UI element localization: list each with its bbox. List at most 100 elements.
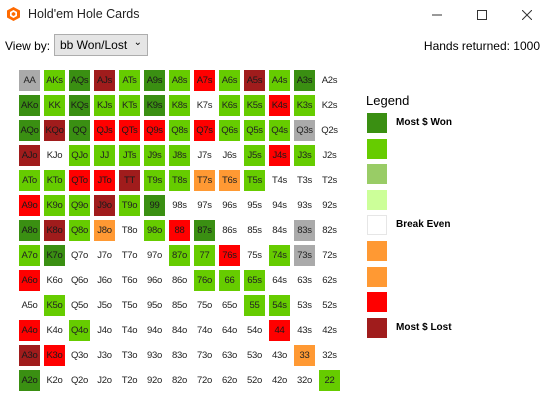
hand-cell-K6o[interactable]: K6o (44, 270, 65, 291)
hand-cell-85o[interactable]: 85o (169, 295, 190, 316)
hand-cell-KQo[interactable]: KQo (44, 120, 65, 141)
hand-cell-92o[interactable]: 92o (144, 370, 165, 391)
hand-cell-KJo[interactable]: KJo (44, 145, 65, 166)
hand-cell-97s[interactable]: 97s (194, 195, 215, 216)
hand-cell-T4s[interactable]: T4s (269, 170, 290, 191)
hand-cell-T2o[interactable]: T2o (119, 370, 140, 391)
hand-cell-T9s[interactable]: T9s (144, 170, 165, 191)
hand-cell-QQ[interactable]: QQ (69, 120, 90, 141)
hand-cell-63s[interactable]: 63s (294, 270, 315, 291)
hand-cell-83o[interactable]: 83o (169, 345, 190, 366)
hand-cell-A3s[interactable]: A3s (294, 70, 315, 91)
hand-cell-Q9s[interactable]: Q9s (144, 120, 165, 141)
hand-cell-K8o[interactable]: K8o (44, 220, 65, 241)
hand-cell-Q8o[interactable]: Q8o (69, 220, 90, 241)
hand-cell-AJs[interactable]: AJs (94, 70, 115, 91)
hand-cell-94o[interactable]: 94o (144, 320, 165, 341)
hand-cell-AQo[interactable]: AQo (19, 120, 40, 141)
hand-cell-K7s[interactable]: K7s (194, 95, 215, 116)
hand-cell-97o[interactable]: 97o (144, 245, 165, 266)
hand-cell-QTs[interactable]: QTs (119, 120, 140, 141)
hand-cell-Q3s[interactable]: Q3s (294, 120, 315, 141)
hand-cell-J8s[interactable]: J8s (169, 145, 190, 166)
hand-cell-A5s[interactable]: A5s (244, 70, 265, 91)
hand-cell-62s[interactable]: 62s (319, 270, 340, 291)
hand-cell-A2s[interactable]: A2s (319, 70, 340, 91)
hand-cell-Q4o[interactable]: Q4o (69, 320, 90, 341)
hand-cell-73o[interactable]: 73o (194, 345, 215, 366)
hand-cell-77[interactable]: 77 (194, 245, 215, 266)
close-button[interactable] (504, 0, 549, 30)
hand-cell-JJ[interactable]: JJ (94, 145, 115, 166)
hand-cell-AJo[interactable]: AJo (19, 145, 40, 166)
hand-cell-QJs[interactable]: QJs (94, 120, 115, 141)
hand-cell-JTo[interactable]: JTo (94, 170, 115, 191)
hand-cell-74o[interactable]: 74o (194, 320, 215, 341)
hand-cell-ATs[interactable]: ATs (119, 70, 140, 91)
hand-cell-KTo[interactable]: KTo (44, 170, 65, 191)
hand-cell-AKs[interactable]: AKs (44, 70, 65, 91)
hand-cell-A4s[interactable]: A4s (269, 70, 290, 91)
hand-cell-A8s[interactable]: A8s (169, 70, 190, 91)
hand-cell-42s[interactable]: 42s (319, 320, 340, 341)
hand-cell-T3s[interactable]: T3s (294, 170, 315, 191)
hand-cell-64o[interactable]: 64o (219, 320, 240, 341)
hand-cell-A5o[interactable]: A5o (19, 295, 40, 316)
hand-cell-Q8s[interactable]: Q8s (169, 120, 190, 141)
hand-cell-53s[interactable]: 53s (294, 295, 315, 316)
hand-cell-96o[interactable]: 96o (144, 270, 165, 291)
hand-cell-22[interactable]: 22 (319, 370, 340, 391)
hand-cell-99[interactable]: 99 (144, 195, 165, 216)
hand-cell-QTo[interactable]: QTo (69, 170, 90, 191)
hand-cell-Q6s[interactable]: Q6s (219, 120, 240, 141)
hand-cell-K8s[interactable]: K8s (169, 95, 190, 116)
hand-cell-J3s[interactable]: J3s (294, 145, 315, 166)
hand-cell-K4s[interactable]: K4s (269, 95, 290, 116)
hand-cell-TT[interactable]: TT (119, 170, 140, 191)
hand-cell-98o[interactable]: 98o (144, 220, 165, 241)
hand-cell-Q2s[interactable]: Q2s (319, 120, 340, 141)
hand-cell-K5s[interactable]: K5s (244, 95, 265, 116)
hand-cell-A6s[interactable]: A6s (219, 70, 240, 91)
maximize-button[interactable] (459, 0, 504, 30)
hand-cell-73s[interactable]: 73s (294, 245, 315, 266)
hand-cell-K4o[interactable]: K4o (44, 320, 65, 341)
hand-cell-87o[interactable]: 87o (169, 245, 190, 266)
hand-cell-T6s[interactable]: T6s (219, 170, 240, 191)
hand-cell-52s[interactable]: 52s (319, 295, 340, 316)
hand-cell-63o[interactable]: 63o (219, 345, 240, 366)
hand-cell-T7s[interactable]: T7s (194, 170, 215, 191)
hand-cell-Q7o[interactable]: Q7o (69, 245, 90, 266)
hand-cell-QJo[interactable]: QJo (69, 145, 90, 166)
hand-cell-T6o[interactable]: T6o (119, 270, 140, 291)
hand-cell-94s[interactable]: 94s (269, 195, 290, 216)
hand-cell-33[interactable]: 33 (294, 345, 315, 366)
hand-cell-95o[interactable]: 95o (144, 295, 165, 316)
hand-cell-43s[interactable]: 43s (294, 320, 315, 341)
hand-cell-55[interactable]: 55 (244, 295, 265, 316)
hand-cell-K5o[interactable]: K5o (44, 295, 65, 316)
hand-cell-AQs[interactable]: AQs (69, 70, 90, 91)
hand-cell-32o[interactable]: 32o (294, 370, 315, 391)
hand-cell-J4o[interactable]: J4o (94, 320, 115, 341)
hand-cell-T7o[interactable]: T7o (119, 245, 140, 266)
hand-cell-J2o[interactable]: J2o (94, 370, 115, 391)
hand-cell-A3o[interactable]: A3o (19, 345, 40, 366)
hand-cell-JTs[interactable]: JTs (119, 145, 140, 166)
hand-cell-Q5s[interactable]: Q5s (244, 120, 265, 141)
hand-cell-KK[interactable]: KK (44, 95, 65, 116)
hand-cell-A2o[interactable]: A2o (19, 370, 40, 391)
hand-cell-A8o[interactable]: A8o (19, 220, 40, 241)
hand-cell-Q9o[interactable]: Q9o (69, 195, 90, 216)
hand-cell-AA[interactable]: AA (19, 70, 40, 91)
hand-cell-Q7s[interactable]: Q7s (194, 120, 215, 141)
hand-cell-J7o[interactable]: J7o (94, 245, 115, 266)
hand-cell-K6s[interactable]: K6s (219, 95, 240, 116)
hand-cell-J5s[interactable]: J5s (244, 145, 265, 166)
hand-cell-53o[interactable]: 53o (244, 345, 265, 366)
hand-cell-76s[interactable]: 76s (219, 245, 240, 266)
hand-cell-76o[interactable]: 76o (194, 270, 215, 291)
hand-cell-K2o[interactable]: K2o (44, 370, 65, 391)
hand-cell-K9o[interactable]: K9o (44, 195, 65, 216)
hand-cell-A4o[interactable]: A4o (19, 320, 40, 341)
